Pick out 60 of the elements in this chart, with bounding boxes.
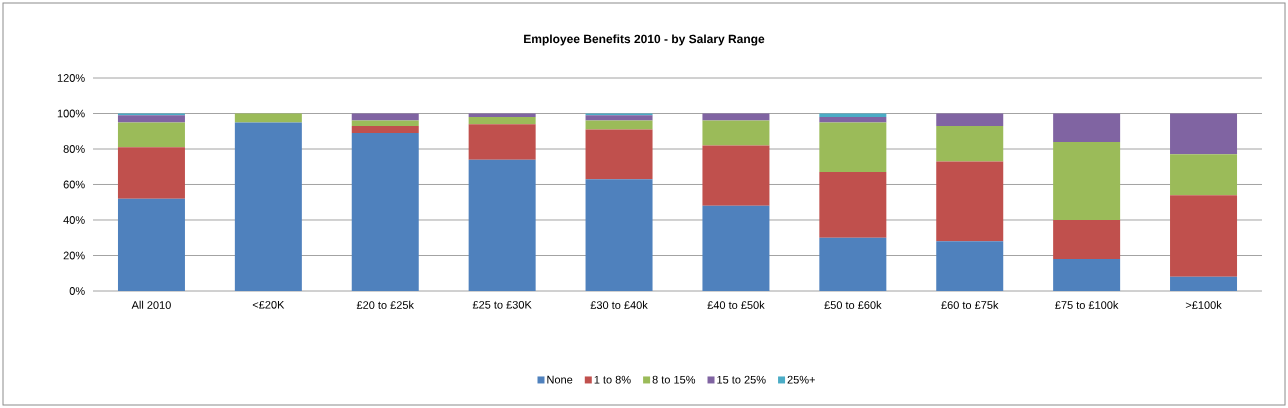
bar (234, 113, 302, 123)
bar (819, 117, 887, 123)
bar (117, 115, 185, 123)
bar (468, 124, 536, 160)
bar (1170, 113, 1238, 155)
bar (819, 237, 887, 291)
legend-label: 15 to 25% (717, 375, 766, 384)
bar (585, 179, 653, 291)
bar (1170, 154, 1238, 196)
bar (351, 133, 419, 291)
legend-label: 8 to 15% (652, 375, 696, 384)
x-tick-label: All 2010 (131, 300, 171, 309)
bar (936, 161, 1004, 242)
chart-title: Employee Benefits 2010 - by Salary Range (524, 34, 765, 46)
bar (819, 122, 887, 173)
bar (585, 115, 653, 121)
x-tick-label: £20 to £25k (356, 300, 414, 309)
x-tick-label: £40 to £50k (707, 300, 765, 309)
y-tick-label: 40% (63, 216, 85, 224)
bar (117, 147, 185, 199)
bar (351, 120, 419, 126)
y-tick-label: 80% (63, 145, 85, 153)
bar (702, 205, 770, 291)
bar (468, 159, 536, 291)
y-tick-label: 120% (57, 74, 85, 82)
bar (936, 241, 1004, 291)
bar (702, 113, 770, 121)
legend-label: 1 to 8% (594, 375, 631, 384)
bar (936, 113, 1004, 126)
bar (351, 125, 419, 134)
bar (936, 125, 1004, 162)
bar (702, 145, 770, 206)
y-tick-label: 20% (63, 251, 85, 260)
x-tick-label: £60 to £75k (941, 300, 999, 309)
bar (468, 117, 536, 125)
legend-label: None (547, 375, 573, 384)
bar (1170, 276, 1238, 291)
x-tick-label: £30 to £40k (590, 300, 648, 309)
y-tick-label: 60% (63, 180, 85, 189)
bar (585, 120, 653, 130)
bar (117, 198, 185, 291)
bar (585, 129, 653, 180)
bar (117, 122, 185, 148)
bar (1053, 113, 1121, 142)
bar (234, 122, 302, 291)
bar (1170, 195, 1238, 277)
y-tick-label: 100% (57, 109, 85, 118)
bar (351, 113, 419, 121)
legend-label: 25%+ (787, 375, 815, 384)
bar (702, 120, 770, 146)
x-tick-label: £25 to £30K (472, 300, 532, 309)
y-tick-label: 0% (69, 287, 85, 295)
bar (1053, 220, 1121, 260)
x-tick-label: >£100k (1185, 300, 1222, 309)
bar (1053, 141, 1121, 220)
bar (1053, 259, 1121, 291)
x-tick-label: <£20K (252, 300, 285, 309)
bar (819, 172, 887, 238)
x-tick-label: £50 to £60k (824, 300, 882, 309)
x-tick-label: £75 to £100k (1055, 300, 1119, 309)
